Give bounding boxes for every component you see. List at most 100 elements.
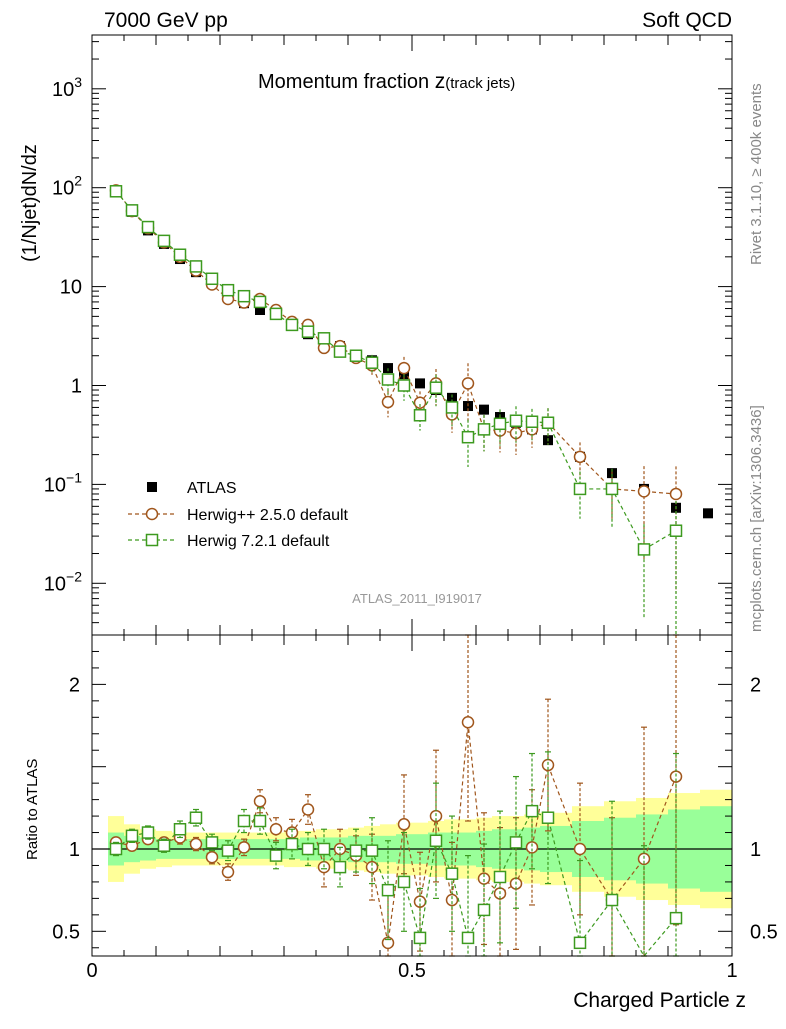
herwig7-point: [637, 543, 651, 556]
herwig7-point: [669, 524, 683, 537]
herwig7-point: [573, 482, 587, 496]
atlas-point: [383, 363, 393, 374]
y-axis-label-main: (1/Njet)dN/dz: [19, 144, 41, 262]
herwig7-ratio-point: [109, 842, 123, 856]
herwigpp-ratio-point: [445, 893, 459, 907]
herwig7-ratio-point: [573, 936, 587, 950]
x-tick-label: 0.5: [398, 960, 426, 982]
legend-label-atlas: ATLAS: [187, 480, 237, 497]
herwig7-point: [365, 356, 379, 369]
herwig7-ratio-point: [605, 893, 619, 907]
herwigpp-point: [397, 361, 411, 375]
y-tick-label-ratio-right: 0.5: [750, 921, 778, 943]
herwig7-point: [541, 416, 555, 430]
y-tick-label-base: 10: [44, 573, 66, 595]
herwig7-point: [109, 185, 123, 198]
legend-label-herwigpp: Herwig++ 2.5.0 default: [187, 507, 349, 524]
herwig7-point: [381, 373, 395, 386]
herwig7-ratio-point: [269, 849, 283, 862]
y-tick-label-ratio-right: 1: [750, 839, 761, 861]
herwig7-point: [141, 220, 155, 234]
y-tick-label-main: 1: [71, 375, 82, 397]
herwig7-point: [605, 482, 619, 496]
herwigpp-ratio-point: [237, 841, 251, 854]
herwig7-ratio-point: [509, 836, 523, 849]
y-tick-label-main: 103: [52, 74, 82, 101]
atlas-point: [447, 392, 457, 403]
herwig7-point: [477, 423, 491, 436]
legend-marker-herwig7: [145, 533, 159, 547]
y-tick-label-exponent: 2: [74, 173, 82, 189]
herwig7-point: [253, 295, 267, 309]
herwig7-ratio-point: [157, 839, 171, 852]
ratio-panel-data: [109, 634, 683, 958]
herwigpp-ratio-point: [221, 865, 235, 879]
herwig7-point: [493, 417, 507, 431]
y-tick-label-base: 10: [52, 79, 74, 101]
y-tick-label-exponent: −2: [66, 568, 82, 584]
herwig7-point: [509, 414, 523, 428]
y-tick-label-main: 10: [60, 277, 82, 299]
main-panel-data: [109, 184, 713, 635]
y-tick-label-main: 102: [52, 173, 82, 200]
herwig7-point: [173, 248, 187, 261]
header-right: Soft QCD: [642, 9, 732, 32]
herwig7-ratio-point: [525, 804, 539, 818]
herwig7-ratio-point: [253, 814, 267, 828]
x-axis-label: Charged Particle z: [573, 989, 746, 1012]
analysis-id: ATLAS_2011_I919017: [352, 591, 482, 606]
herwig7-ratio-point: [125, 829, 139, 843]
herwig7-ratio-point: [333, 860, 347, 874]
y-tick-label-exponent: −1: [66, 469, 82, 485]
x-tick-label: 1: [726, 960, 737, 982]
x-axis: 0 0.5 1: [86, 35, 738, 982]
herwigpp-ratio-point: [525, 841, 539, 854]
herwig7-point: [445, 401, 459, 414]
herwig7-point: [349, 349, 363, 362]
herwigpp-ratio-point: [573, 842, 587, 856]
ratio-y-axis: 0.5 0.5 1 1 2 2: [52, 634, 778, 949]
herwig7-ratio-point: [285, 837, 299, 851]
y-tick-label-main: 10−1: [44, 469, 82, 496]
rivet-label: Rivet 3.1.10, ≥ 400k events: [748, 83, 765, 265]
herwig7-ratio-point: [189, 811, 203, 824]
herwigpp-ratio-point: [397, 818, 411, 831]
atlas-point: [479, 404, 489, 415]
y-tick-label-base: 10: [44, 474, 66, 496]
herwigpp-ratio-point: [269, 822, 283, 836]
herwig7-ratio-point: [397, 875, 411, 889]
header-left: 7000 GeV pp: [104, 9, 228, 32]
legend: ATLAS Herwig++ 2.5.0 default Herwig 7.2.1 …: [128, 480, 349, 550]
plot-title: Momentum fraction z(track jets): [258, 70, 515, 93]
herwig7-ratio-point: [349, 844, 363, 857]
herwig7-ratio-point: [413, 931, 427, 945]
legend-marker-herwigpp: [145, 507, 159, 521]
herwig7-point: [301, 325, 315, 338]
y-axis-label-ratio: Ratio to ATLAS: [24, 759, 41, 860]
herwig7-ratio-point: [141, 826, 155, 839]
herwigpp-point: [413, 396, 427, 409]
y-tick-label-exponent: 3: [74, 74, 82, 90]
herwig7-ratio-point: [205, 836, 219, 849]
herwigpp-ratio-point: [205, 850, 219, 864]
herwigpp-ratio-point: [365, 860, 379, 874]
legend-label-herwig7: Herwig 7.2.1 default: [187, 533, 330, 550]
y-tick-label-ratio: 0.5: [52, 921, 80, 943]
herwig7-point: [205, 272, 219, 286]
herwigpp-ratio-point: [189, 837, 203, 851]
y-tick-label-base: 1: [71, 375, 82, 397]
herwig7-ratio-point: [365, 844, 379, 857]
herwig7-point: [333, 345, 347, 358]
herwig7-ratio-point: [493, 870, 507, 884]
y-tick-label-main: 10−2: [44, 568, 82, 595]
atlas-point: [703, 508, 713, 519]
y-tick-label-base: 10: [60, 277, 82, 299]
herwig7-point: [125, 204, 139, 217]
herwig7-point: [413, 409, 427, 422]
herwig7-point: [269, 307, 283, 321]
herwig7-ratio-point: [429, 834, 443, 848]
herwigpp-point: [381, 395, 395, 409]
herwig7-point: [429, 381, 443, 394]
